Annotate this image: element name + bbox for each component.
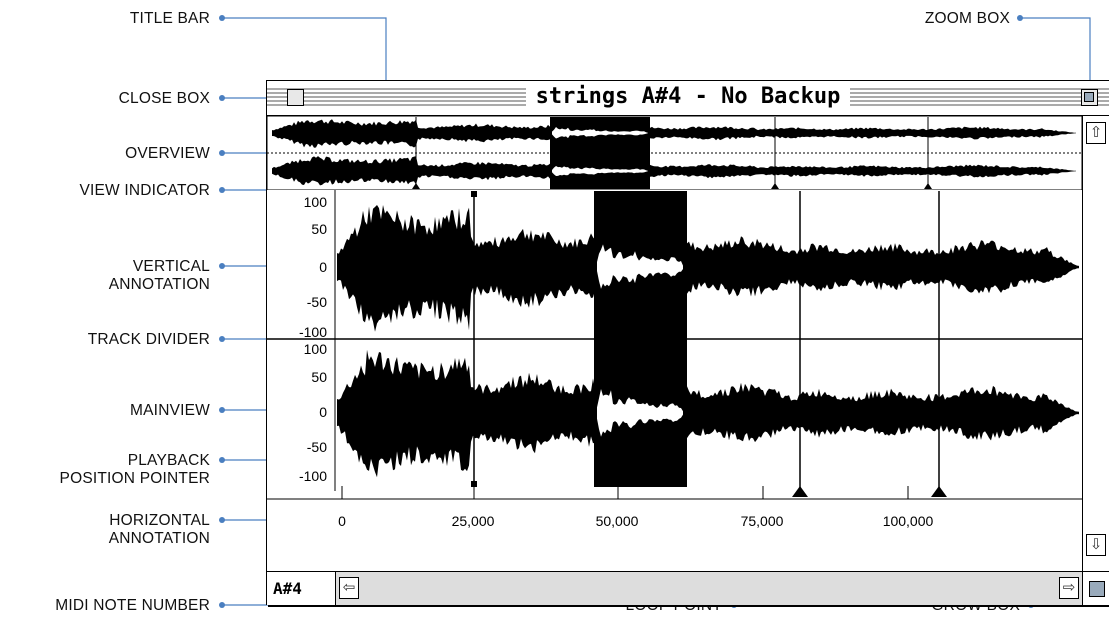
callout-dot [219, 602, 225, 608]
callout-playback-position-pointer: PLAYBACK POSITION POINTER [59, 452, 210, 487]
scroll-down-icon[interactable]: ⇩ [1086, 534, 1106, 556]
callout-dot [1028, 602, 1034, 608]
callout-vertical-annotation: VERTICAL ANNOTATION [108, 258, 210, 293]
callout-dot [219, 95, 225, 101]
close-box[interactable] [287, 89, 304, 106]
selection-wave [597, 244, 683, 289]
loop-point-icon [931, 486, 947, 497]
callout-dot [219, 187, 225, 193]
horizontal-scrollbar[interactable]: ⇦ ⇨ [335, 572, 1083, 605]
zoom-icon [1084, 92, 1094, 102]
callout-dot [219, 263, 225, 269]
overview-marker-icon [412, 183, 420, 189]
y-tick-label: 100 [303, 341, 327, 357]
horizontal-scrollbar-area: A#4 ⇦ ⇨ [267, 571, 1083, 605]
callout-dot [219, 336, 225, 342]
x-tick-label: 50,000 [595, 513, 639, 529]
callout-dot [219, 457, 225, 463]
callout-midi-note-number: MIDI NOTE NUMBER [55, 597, 210, 614]
callout-dot [219, 407, 225, 413]
midi-note-number: A#4 [273, 579, 302, 598]
callout-mainview: MAINVIEW [130, 402, 210, 419]
title-bar[interactable]: strings A#4 - No Backup [267, 81, 1109, 116]
view-indicator [550, 117, 650, 189]
overview-marker-icon [771, 183, 779, 189]
callout-horizontal-annotation: HORIZONTAL ANNOTATION [108, 512, 210, 547]
callout-close-box: CLOSE BOX [118, 90, 210, 107]
mainview-waveform-top [337, 205, 1079, 332]
sound-editor-window: strings A#4 - No Backup 100 50 0 -50 -10… [266, 80, 1109, 605]
y-tick-label: 50 [311, 221, 327, 237]
scroll-left-icon[interactable]: ⇦ [339, 577, 359, 599]
y-tick-label: 100 [303, 194, 327, 210]
callout-dot [219, 150, 225, 156]
playback-pointer-handle [471, 481, 477, 487]
window-title-container: strings A#4 - No Backup [267, 84, 1109, 109]
view-indicator-wave [552, 166, 648, 176]
waveform-canvas [267, 115, 1082, 500]
callout-dot [731, 602, 737, 608]
y-tick-label: -100 [298, 468, 327, 484]
y-tick-label: -50 [306, 439, 327, 455]
window-title: strings A#4 - No Backup [525, 84, 851, 109]
overview-marker-icon [924, 183, 932, 189]
y-tick-label: 0 [319, 259, 327, 275]
x-tick-label: 25,000 [451, 513, 495, 529]
callout-overview: OVERVIEW [125, 145, 210, 162]
callout-dot [219, 15, 225, 21]
scroll-up-icon[interactable]: ⇧ [1086, 122, 1106, 144]
x-tick-label: 100,000 [882, 513, 934, 529]
scroll-right-icon[interactable]: ⇨ [1059, 577, 1079, 599]
callout-zoom-box: ZOOM BOX [924, 10, 1010, 27]
callout-track-divider: TRACK DIVIDER [87, 331, 210, 348]
y-tick-label: 50 [311, 369, 327, 385]
x-tick-label: 75,000 [740, 513, 784, 529]
y-tick-label: -50 [306, 294, 327, 310]
y-tick-label: -100 [298, 324, 327, 340]
y-tick-label: 0 [319, 404, 327, 420]
callout-title-bar: TITLE BAR [129, 10, 210, 27]
grow-box[interactable] [1082, 571, 1109, 605]
playback-pointer-handle [471, 191, 477, 197]
view-indicator-wave [552, 127, 648, 139]
zoom-box[interactable] [1081, 89, 1098, 106]
selection-wave [597, 389, 683, 437]
loop-point-icon [792, 486, 808, 497]
callout-dot [219, 517, 225, 523]
callout-view-indicator: VIEW INDICATOR [79, 182, 210, 199]
x-tick-label: 0 [338, 513, 346, 529]
grow-icon [1089, 581, 1105, 597]
callout-dot [1017, 15, 1023, 21]
overview-waveform-bottom [272, 156, 1076, 186]
vertical-scrollbar[interactable]: ⇧ ⇩ [1082, 116, 1109, 589]
overview-waveform-top [272, 119, 1076, 148]
mainview-waveform-bottom [337, 349, 1079, 478]
